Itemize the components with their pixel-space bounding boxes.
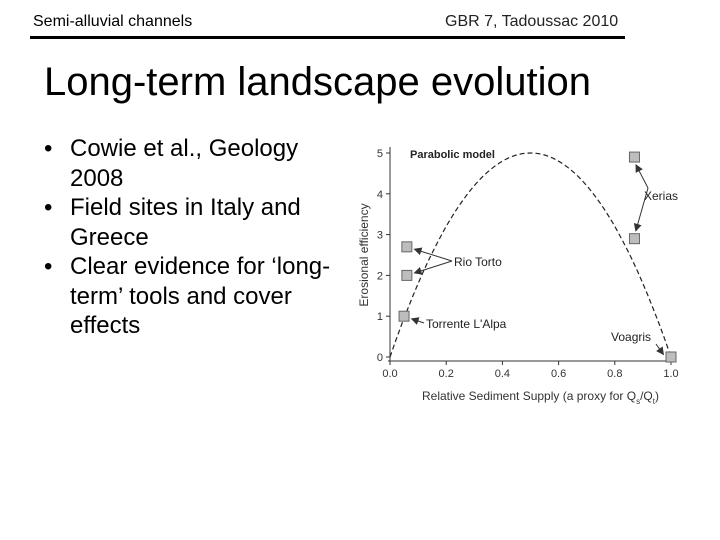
annotation-arrow — [413, 260, 453, 275]
data-point — [628, 233, 640, 245]
annotation-arrow — [413, 247, 453, 262]
annotation-arrow — [410, 317, 425, 325]
y-tick-label: 2 — [377, 270, 383, 282]
x-tick-label: 0.4 — [495, 368, 510, 380]
data-point — [628, 151, 640, 163]
y-tick-label: 1 — [377, 311, 383, 323]
y-tick-label: 0 — [377, 352, 383, 364]
bullet-item: • Field sites in Italy and Greece — [44, 193, 344, 252]
x-axis-label: Relative Sediment Supply (a proxy for Qs… — [422, 389, 659, 406]
annotation-arrow — [633, 187, 649, 232]
bullet-glyph: • — [44, 135, 53, 162]
x-tick-label: 0.6 — [551, 368, 566, 380]
bullet-glyph: • — [44, 253, 53, 280]
bullet-glyph: • — [44, 194, 53, 221]
slide-title: Long-term landscape evolution — [44, 60, 592, 104]
annotation-label: Voagris — [611, 330, 651, 344]
bullet-item: • Cowie et al., Geology 2008 — [44, 134, 344, 193]
erosion-efficiency-chart: 0 1 2 3 4 5 0.0 0.2 0.4 0.6 0.8 1.0 Erosional effici… — [357, 147, 679, 406]
parabolic-model-curve — [389, 152, 672, 358]
annotation-label: Torrente L'Alpa — [426, 317, 507, 331]
data-point — [665, 351, 677, 363]
data-point — [398, 310, 410, 322]
bullet-text: Clear evidence for ‘long-term’ tools and… — [70, 253, 331, 339]
bullet-text: Field sites in Italy and Greece — [70, 194, 301, 251]
annotation-label: Rio Torto — [454, 255, 502, 269]
x-tick-label: 0.2 — [439, 368, 454, 380]
y-tick-label: 5 — [377, 148, 383, 160]
curve-label: Parabolic model — [410, 149, 495, 161]
y-tick-label: 3 — [377, 230, 383, 242]
data-point — [401, 241, 413, 253]
y-axis-label: Erosional efficiency — [357, 203, 371, 306]
annotation-label: Xerias — [644, 189, 678, 203]
x-tick-label: 0.0 — [382, 368, 397, 380]
x-tick-label: 1.0 — [663, 368, 678, 380]
annotation-arrow — [635, 164, 649, 189]
x-tick-label: 0.8 — [607, 368, 622, 380]
bullet-item: • Clear evidence for ‘long-term’ tools an… — [44, 252, 344, 341]
header-divider — [30, 36, 625, 39]
header-right-title: GBR 7, Tadoussac 2010 — [445, 13, 619, 30]
data-point — [401, 269, 413, 281]
annotation-arrow — [655, 343, 665, 356]
header-left-title: Semi-alluvial channels — [33, 13, 193, 30]
y-tick-label: 4 — [377, 189, 383, 201]
bullet-list: • Cowie et al., Geology 2008 • Field sites… — [44, 134, 344, 341]
bullet-text: Cowie et al., Geology 2008 — [70, 135, 299, 192]
